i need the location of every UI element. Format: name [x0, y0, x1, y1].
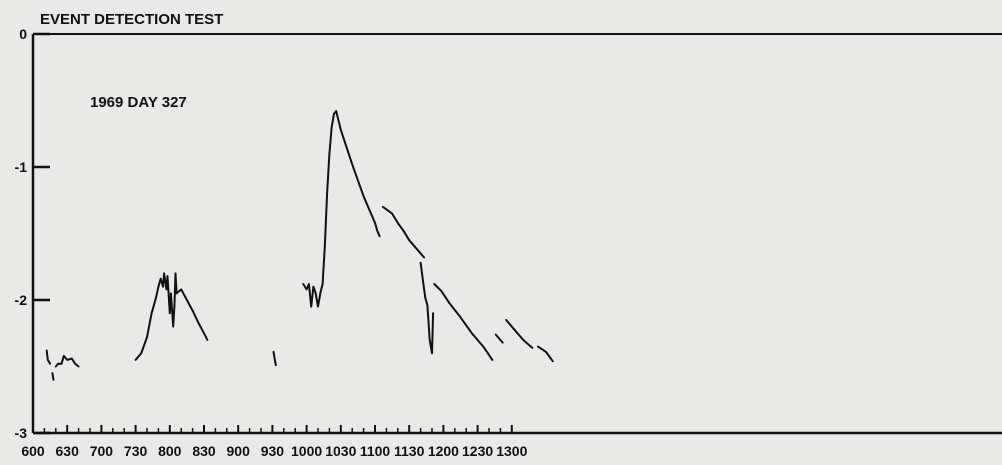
y-axis-ticks: 0 -1 -2 -3 — [15, 26, 50, 441]
x-tick-label: 700 — [90, 443, 114, 459]
x-tick-label: 930 — [261, 443, 285, 459]
series-segment — [51, 372, 55, 381]
x-tick-label: 900 — [227, 443, 251, 459]
series-segment — [54, 354, 80, 368]
x-tick-label: 1100 — [360, 443, 391, 459]
x-tick-label: 1130 — [394, 443, 425, 459]
chart-annotation: 1969 DAY 327 — [90, 94, 187, 111]
x-axis-ticks: 600 630 700 730 800 830 900 930 1000 1030 1100 1130… — [21, 425, 528, 459]
series-segment — [494, 333, 504, 344]
series-segment — [505, 318, 534, 349]
series-segment — [419, 261, 435, 355]
x-tick-label: 1000 — [291, 443, 322, 459]
y-tick-label: 0 — [19, 26, 27, 42]
series-segment — [302, 110, 381, 308]
x-tick-label: 600 — [21, 443, 45, 459]
chart-title: EVENT DETECTION TEST — [40, 11, 223, 28]
series-segment — [537, 345, 554, 363]
series-segment — [134, 272, 209, 361]
x-tick-label: 730 — [124, 443, 148, 459]
x-tick-label: 1200 — [428, 443, 459, 459]
y-tick-label: -3 — [15, 425, 28, 441]
x-tick-label: 630 — [56, 443, 80, 459]
y-tick-label: -1 — [15, 159, 28, 175]
series-line — [45, 110, 554, 381]
x-tick-label: 1030 — [325, 443, 356, 459]
x-tick-label: 830 — [192, 443, 216, 459]
series-segment — [272, 350, 277, 367]
series-segment — [433, 283, 494, 361]
y-tick-label: -2 — [15, 292, 28, 308]
x-tick-label: 1230 — [462, 443, 493, 459]
x-tick-label: 800 — [158, 443, 182, 459]
series-segment — [382, 205, 425, 259]
series-segment — [45, 349, 52, 365]
x-tick-label: 1300 — [496, 443, 527, 459]
